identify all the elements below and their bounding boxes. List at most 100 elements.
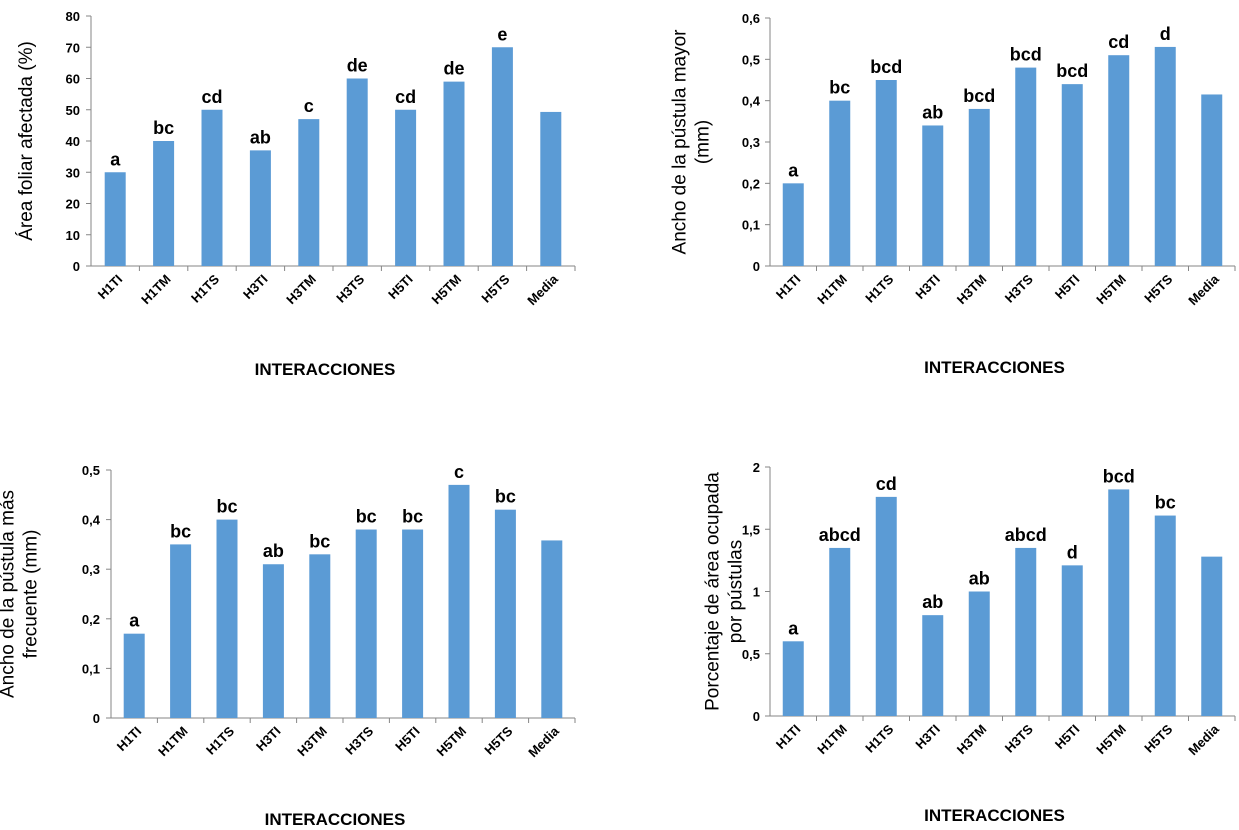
x-tick-label: H1TS <box>203 723 237 757</box>
bar-label: cd <box>395 87 416 107</box>
bar-label: bc <box>829 78 850 98</box>
y-tick-label: 0 <box>73 259 80 274</box>
bar-h3ts <box>1015 547 1037 716</box>
y-tick-label: 0,3 <box>82 562 100 577</box>
x-tick-label: H5TS <box>481 723 515 757</box>
y-tick-label: 0 <box>753 709 760 724</box>
y-tick-label: 0 <box>93 711 100 726</box>
bar-h5tm <box>443 81 465 266</box>
bar-h1ti <box>123 633 145 718</box>
x-tick-label: H5TM <box>1093 722 1129 758</box>
y-tick-label: 0,5 <box>742 52 760 67</box>
x-tick-label: H5TI <box>392 724 423 755</box>
bar-h3ti <box>922 615 944 716</box>
bar-h3tm <box>968 591 990 716</box>
y-tick-label: 0,6 <box>742 11 760 26</box>
x-tick-label: Media <box>525 723 562 760</box>
bar-label: cd <box>876 474 897 494</box>
y-tick-label: 0,3 <box>742 135 760 150</box>
y-axis-title-line: por pústulas <box>726 540 747 644</box>
x-tick-label: H3TI <box>912 722 943 753</box>
x-axis-title: INTERACCIONES <box>924 358 1065 377</box>
y-tick-label: 0,2 <box>742 176 760 191</box>
y-tick-label: 0,2 <box>82 612 100 627</box>
y-tick-label: 70 <box>66 40 80 55</box>
bar-h3ts <box>1015 67 1037 266</box>
bar-label: bc <box>402 507 423 527</box>
y-tick-label: 0,5 <box>82 463 100 478</box>
bar-label: ab <box>250 127 271 147</box>
bar-media <box>540 111 562 266</box>
y-axis-title-line: Porcentaje de área ocupada <box>703 472 724 711</box>
bar-h5ts <box>1154 515 1176 716</box>
y-tick-label: 0,1 <box>82 661 100 676</box>
bar-h5ts <box>491 47 513 266</box>
x-tick-label: H5TI <box>385 272 416 303</box>
x-tick-label: H1TI <box>114 724 145 755</box>
x-tick-label: H3TS <box>342 723 376 757</box>
y-tick-label: 0,4 <box>742 94 761 109</box>
y-tick-label: 0,4 <box>82 513 101 528</box>
x-tick-label: H1TI <box>773 722 804 753</box>
bar-label: d <box>1160 24 1171 44</box>
x-tick-label: H1TM <box>155 724 191 760</box>
x-tick-label: H3TS <box>1002 271 1036 305</box>
bar-h1tm <box>170 544 192 718</box>
bar-h5ti <box>395 109 417 266</box>
x-tick-label: H3TI <box>240 272 271 303</box>
y-tick-label: 50 <box>66 103 80 118</box>
bar-h1tm <box>829 547 851 716</box>
y-tick-label: 0,1 <box>742 218 760 233</box>
bar-label: bcd <box>870 57 902 77</box>
chart-1: 0 10 20 30 40 50 60 70 80 a H1TI bc H1TM cd H1TS ab H3TI… <box>16 9 576 379</box>
y-tick-label: 1,5 <box>742 522 760 537</box>
bar-h1ti <box>782 641 804 716</box>
chart-2: 0 0,1 0,2 0,3 0,4 0,5 0,6 a H1TI bc H1TM bcd H1TS ab H… <box>670 11 1236 377</box>
bar-label: ab <box>263 541 284 561</box>
bar-h1ts <box>216 519 238 718</box>
bar-label: ab <box>922 592 943 612</box>
x-tick-label: H5TM <box>433 724 469 760</box>
bar-label: ab <box>922 102 943 122</box>
y-axis-title-line: Área foliar afectada (%) <box>16 41 37 241</box>
bar-h1ts <box>875 496 897 716</box>
x-tick-label: H3TI <box>912 272 943 303</box>
y-axis-title-line: Ancho de la pústula mayor <box>670 29 691 255</box>
y-tick-label: 0,5 <box>742 647 760 662</box>
bar-h3tm <box>298 119 320 266</box>
x-tick-label: H5TM <box>428 272 464 308</box>
x-tick-label: H1TI <box>773 272 804 303</box>
y-tick-label: 20 <box>66 197 80 212</box>
x-axis-title: INTERACCIONES <box>255 360 396 379</box>
bar-h5tm <box>1108 55 1130 267</box>
bar-label: bc <box>1155 493 1176 513</box>
x-tick-label: H1TS <box>862 271 896 305</box>
bar-h1tm <box>153 141 175 266</box>
x-tick-label: H3TM <box>954 722 990 758</box>
bar-label: c <box>304 96 314 116</box>
bar-label: bc <box>153 118 174 138</box>
bar-label: c <box>454 462 464 482</box>
x-tick-label: H5TS <box>1141 271 1175 305</box>
y-tick-label: 60 <box>66 72 80 87</box>
bar-label: a <box>788 160 799 180</box>
bar-label: a <box>129 611 140 631</box>
chart-4: 0 0,5 1 1,5 2 a H1TI abcd H1TM cd H1TS ab H3TI ab H3TM… <box>703 460 1236 825</box>
bar-label: e <box>497 24 507 44</box>
bar-h3ts <box>355 529 377 718</box>
bar-h1ti <box>104 172 126 266</box>
bar-label: bc <box>495 487 516 507</box>
y-axis-title-line: (mm) <box>693 120 714 164</box>
bar-label: bc <box>170 521 191 541</box>
x-axis-title: INTERACCIONES <box>265 810 406 829</box>
y-tick-label: 1 <box>753 585 760 600</box>
y-tick-label: 0 <box>753 259 760 274</box>
x-tick-label: H5TI <box>1052 272 1083 303</box>
bar-media <box>541 540 563 718</box>
x-tick-label: H3TS <box>1002 721 1036 755</box>
x-tick-label: Media <box>524 271 561 308</box>
bar-label: d <box>1067 542 1078 562</box>
bar-label: bc <box>356 507 377 527</box>
y-tick-label: 2 <box>753 460 760 475</box>
y-tick-label: 10 <box>66 228 80 243</box>
